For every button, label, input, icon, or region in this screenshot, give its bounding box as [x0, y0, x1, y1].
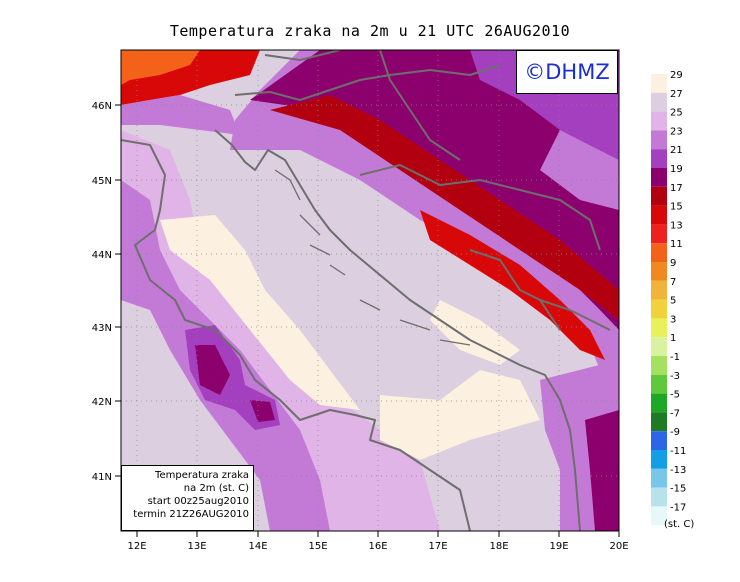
lon-label: 19E — [549, 541, 568, 552]
legend-swatch — [651, 224, 667, 244]
info-line: Temperatura zraka — [155, 470, 249, 481]
map-frame — [120, 49, 620, 532]
lat-label: 42N — [92, 397, 112, 408]
warm-sea-east — [430, 300, 520, 365]
latitude-labels: 46N 45N 44N 43N 42N 41N — [92, 101, 112, 483]
po-valley — [121, 95, 240, 135]
legend-label: 23 — [670, 126, 683, 137]
legend-label: 11 — [670, 239, 683, 250]
legend-label: -17 — [670, 502, 686, 513]
warm-sea — [160, 215, 360, 410]
legend-label: 25 — [670, 108, 683, 119]
lat-label: 41N — [92, 472, 112, 483]
balkan-cold-ridge — [420, 210, 605, 360]
legend-label: -3 — [670, 371, 680, 382]
legend-label: -5 — [670, 390, 680, 401]
apennine-cold — [195, 345, 230, 395]
legend-swatch — [651, 243, 667, 262]
lat-label: 44N — [92, 250, 112, 261]
legend-swatch — [651, 431, 667, 450]
lat-label: 46N — [92, 101, 112, 112]
legend-swatch — [651, 168, 667, 187]
legend-swatch — [651, 111, 667, 131]
info-line: start 00z25aug2010 — [147, 496, 249, 507]
legend-swatch — [651, 393, 667, 413]
balkan-band — [270, 95, 619, 320]
legend-label: 5 — [670, 296, 676, 307]
lon-label: 20E — [609, 541, 628, 552]
legend-swatch — [651, 149, 667, 168]
legend-label: 21 — [670, 145, 683, 156]
warm-sea-south — [380, 370, 540, 460]
pannonia-south — [540, 130, 619, 210]
legend-label: 27 — [670, 89, 683, 100]
legend-swatch — [651, 318, 667, 338]
legend-units: (st. C) — [664, 519, 695, 530]
legend-label: 9 — [670, 258, 676, 269]
alps-high — [121, 50, 200, 85]
legend-swatch — [651, 337, 667, 356]
graticule — [121, 50, 619, 531]
map-title: Temperatura zraka na 2m u 21 UTC 26AUG20… — [169, 22, 571, 40]
legend-label: 1 — [670, 333, 676, 344]
legend-label: -11 — [670, 446, 686, 457]
info-line: na 2m (st. C) — [183, 483, 249, 494]
legend-swatch — [651, 262, 667, 281]
legend-swatch — [651, 186, 667, 206]
legend-label: 19 — [670, 164, 683, 175]
coastlines — [121, 50, 611, 531]
lon-label: 18E — [489, 541, 508, 552]
legend-swatch — [651, 299, 667, 319]
legend-label: -1 — [670, 352, 680, 363]
legend-swatch — [651, 374, 667, 394]
legend-label: -9 — [670, 427, 680, 438]
legend-label: 17 — [670, 183, 683, 194]
albania-cold — [585, 410, 619, 531]
islands — [274, 169, 471, 346]
legend-swatch — [651, 280, 667, 300]
lat-label: 45N — [92, 176, 112, 187]
dhmz-logo: ©DHMZ — [516, 50, 618, 94]
legend-label: 15 — [670, 202, 683, 213]
legend-label: 13 — [670, 220, 683, 231]
lon-label: 15E — [308, 541, 327, 552]
lon-label: 16E — [368, 541, 387, 552]
lon-label: 14E — [248, 541, 267, 552]
longitude-labels: 12E 13E 14E 15E 16E 17E 18E 19E 20E — [127, 541, 628, 552]
legend-swatch — [651, 74, 667, 93]
legend-swatch — [651, 450, 667, 469]
legend-swatch — [651, 130, 667, 150]
apennine-cold-2 — [250, 400, 275, 422]
legend-swatch — [651, 92, 667, 112]
legend-label: 7 — [670, 277, 676, 288]
axis-ticks — [115, 104, 620, 537]
lon-label: 13E — [187, 541, 206, 552]
legend-swatch — [651, 468, 667, 488]
legend-swatch — [651, 487, 667, 507]
legend-swatch — [651, 205, 667, 225]
legend-label: -7 — [670, 408, 680, 419]
legend-label: -15 — [670, 484, 686, 495]
lon-label: 17E — [428, 541, 447, 552]
color-legend: 29 27 25 23 21 19 17 15 13 11 9 7 5 3 1 -1 -3 -5 -7 -9 -11 -1… — [651, 70, 686, 526]
legend-swatch — [651, 506, 667, 526]
lat-label: 43N — [92, 323, 112, 334]
legend-label: -13 — [670, 465, 686, 476]
info-box: Temperatura zraka na 2m (st. C) start 00… — [121, 465, 254, 531]
legend-label: 3 — [670, 314, 676, 325]
lon-label: 12E — [127, 541, 146, 552]
info-line: termin 21Z26AUG2010 — [133, 509, 249, 520]
legend-swatch — [651, 356, 667, 375]
legend-label: 29 — [670, 70, 683, 81]
legend-swatch — [651, 412, 667, 432]
